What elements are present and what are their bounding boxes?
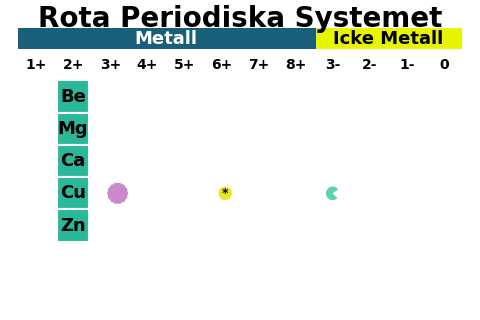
Text: *: * <box>222 187 228 200</box>
Circle shape <box>120 197 125 202</box>
Circle shape <box>111 197 115 202</box>
Circle shape <box>120 185 125 189</box>
Text: 0: 0 <box>439 58 449 72</box>
Text: Mg: Mg <box>58 120 88 138</box>
Text: Zn: Zn <box>60 217 86 235</box>
Circle shape <box>219 187 231 199</box>
Circle shape <box>117 199 121 203</box>
Bar <box>58 177 89 210</box>
Text: 2-: 2- <box>362 58 377 72</box>
Text: Icke Metall: Icke Metall <box>333 30 444 48</box>
Wedge shape <box>326 187 338 200</box>
Text: 8+: 8+ <box>285 58 306 72</box>
Bar <box>316 28 462 49</box>
Bar <box>18 28 316 49</box>
Text: Ca: Ca <box>60 152 86 170</box>
Text: 3-: 3- <box>325 58 340 72</box>
Text: Metall: Metall <box>134 30 197 48</box>
Circle shape <box>108 188 113 192</box>
Circle shape <box>117 184 121 188</box>
Text: 5+: 5+ <box>174 58 195 72</box>
Bar <box>58 80 89 113</box>
Text: Rota Periodiska Systemet: Rota Periodiska Systemet <box>38 5 442 33</box>
Circle shape <box>111 187 124 200</box>
Circle shape <box>114 199 118 203</box>
Circle shape <box>108 191 112 196</box>
Bar <box>58 210 89 242</box>
Text: 3+: 3+ <box>100 58 121 72</box>
Circle shape <box>111 185 115 189</box>
Text: 2+: 2+ <box>62 58 84 72</box>
Text: 4+: 4+ <box>137 58 158 72</box>
Bar <box>58 145 89 177</box>
Text: Cu: Cu <box>60 184 86 202</box>
Circle shape <box>122 194 127 199</box>
Circle shape <box>108 194 113 199</box>
Text: 1+: 1+ <box>25 58 47 72</box>
Circle shape <box>123 191 127 196</box>
Text: 1-: 1- <box>399 58 415 72</box>
Circle shape <box>114 184 118 188</box>
Bar <box>58 113 89 145</box>
Circle shape <box>122 188 127 192</box>
Text: 7+: 7+ <box>248 58 269 72</box>
Text: Be: Be <box>60 88 86 106</box>
Text: 6+: 6+ <box>211 58 232 72</box>
